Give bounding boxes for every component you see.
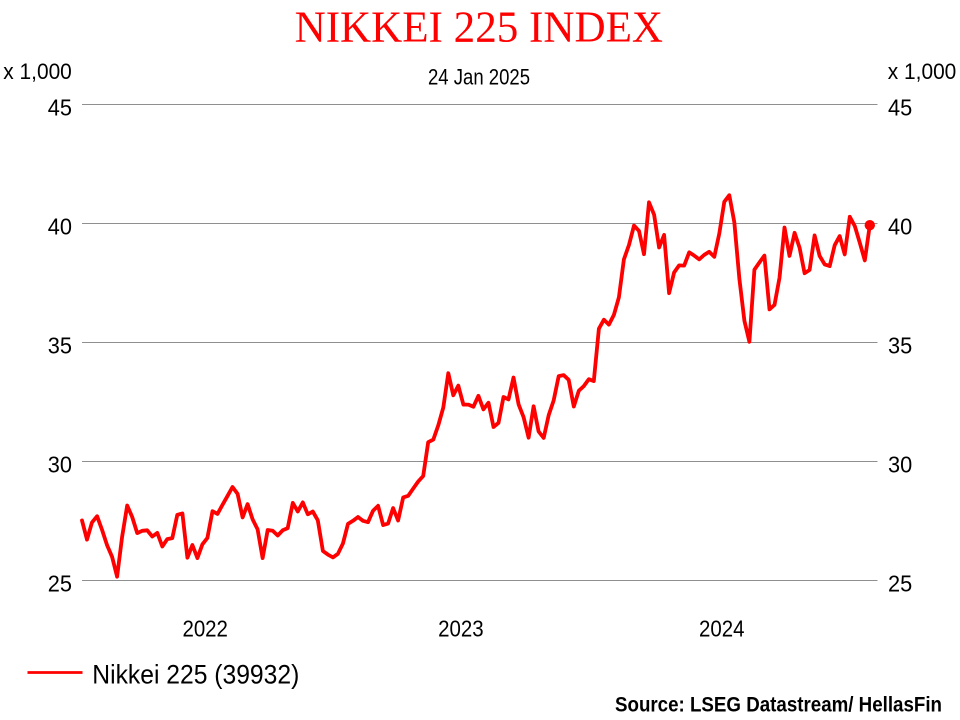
svg-text:25: 25 bbox=[888, 571, 912, 597]
svg-text:30: 30 bbox=[48, 452, 72, 478]
svg-text:40: 40 bbox=[48, 214, 72, 240]
svg-text:2022: 2022 bbox=[182, 616, 228, 642]
svg-text:40: 40 bbox=[888, 214, 912, 240]
svg-text:25: 25 bbox=[48, 571, 72, 597]
svg-text:24 Jan 2025: 24 Jan 2025 bbox=[428, 64, 530, 89]
svg-text:45: 45 bbox=[48, 95, 72, 121]
svg-text:Nikkei 225 (39932): Nikkei 225 (39932) bbox=[92, 659, 299, 689]
svg-text:x 1,000: x 1,000 bbox=[888, 59, 957, 84]
svg-text:45: 45 bbox=[888, 95, 912, 121]
svg-text:NIKKEI 225 INDEX: NIKKEI 225 INDEX bbox=[295, 3, 663, 52]
svg-text:35: 35 bbox=[48, 333, 72, 359]
svg-text:2023: 2023 bbox=[438, 616, 484, 642]
svg-text:x 1,000: x 1,000 bbox=[3, 59, 72, 84]
svg-text:2024: 2024 bbox=[699, 616, 745, 642]
svg-text:Source: LSEG Datastream/ Hella: Source: LSEG Datastream/ HellasFin bbox=[615, 693, 942, 717]
svg-text:30: 30 bbox=[888, 452, 912, 478]
svg-text:35: 35 bbox=[888, 333, 912, 359]
